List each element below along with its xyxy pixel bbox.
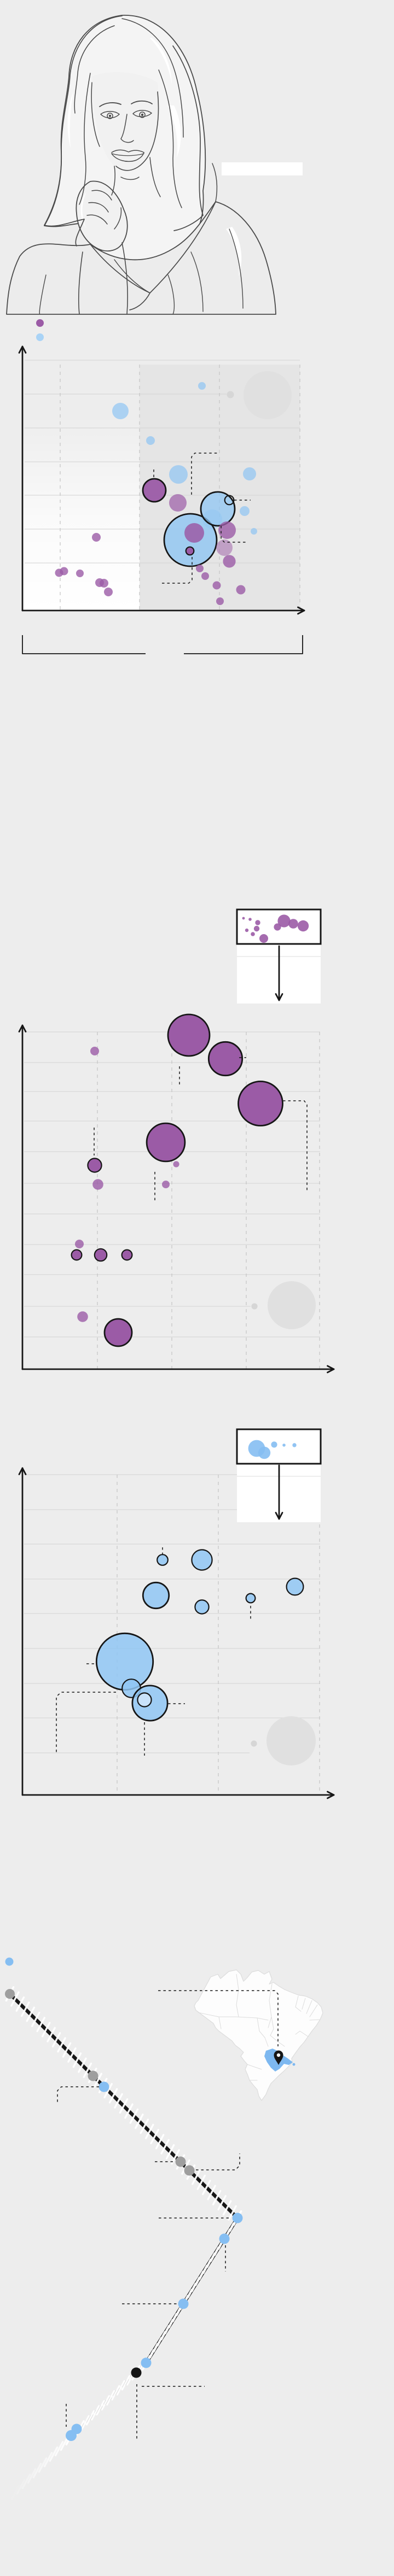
bubbles <box>95 1549 316 1765</box>
chart-axes <box>18 1024 335 1374</box>
bubbles <box>55 371 292 605</box>
route-hatch-marks <box>5 1986 242 2501</box>
portrait-illustration <box>6 15 303 315</box>
gridlines-vertical-dashed <box>60 365 300 611</box>
legend-dots <box>36 319 44 341</box>
inset-zoom-card <box>236 1428 322 1522</box>
purple-subset-chart <box>18 908 335 1374</box>
chart-axes <box>18 1467 335 1799</box>
route-stops <box>5 1957 243 2441</box>
inset-zoom-card <box>236 908 322 1004</box>
redacted-text-bar <box>222 162 303 175</box>
blue-subset-chart <box>18 1428 335 1799</box>
line-art <box>6 15 276 315</box>
callout-lines <box>153 453 251 584</box>
axis-group-brackets <box>22 635 303 654</box>
callout-lines <box>57 1990 279 2439</box>
route-map-section <box>5 1957 323 2501</box>
callout-lines <box>94 1057 308 1202</box>
bubbles <box>71 1013 316 1347</box>
overview-bubble-chart <box>18 319 305 654</box>
route-line-segments <box>8 1992 240 2439</box>
brazil-map <box>194 1969 323 2101</box>
callout-lines <box>56 1547 251 1756</box>
map-pin-icon <box>274 2050 283 2065</box>
chart-axes <box>18 345 305 615</box>
